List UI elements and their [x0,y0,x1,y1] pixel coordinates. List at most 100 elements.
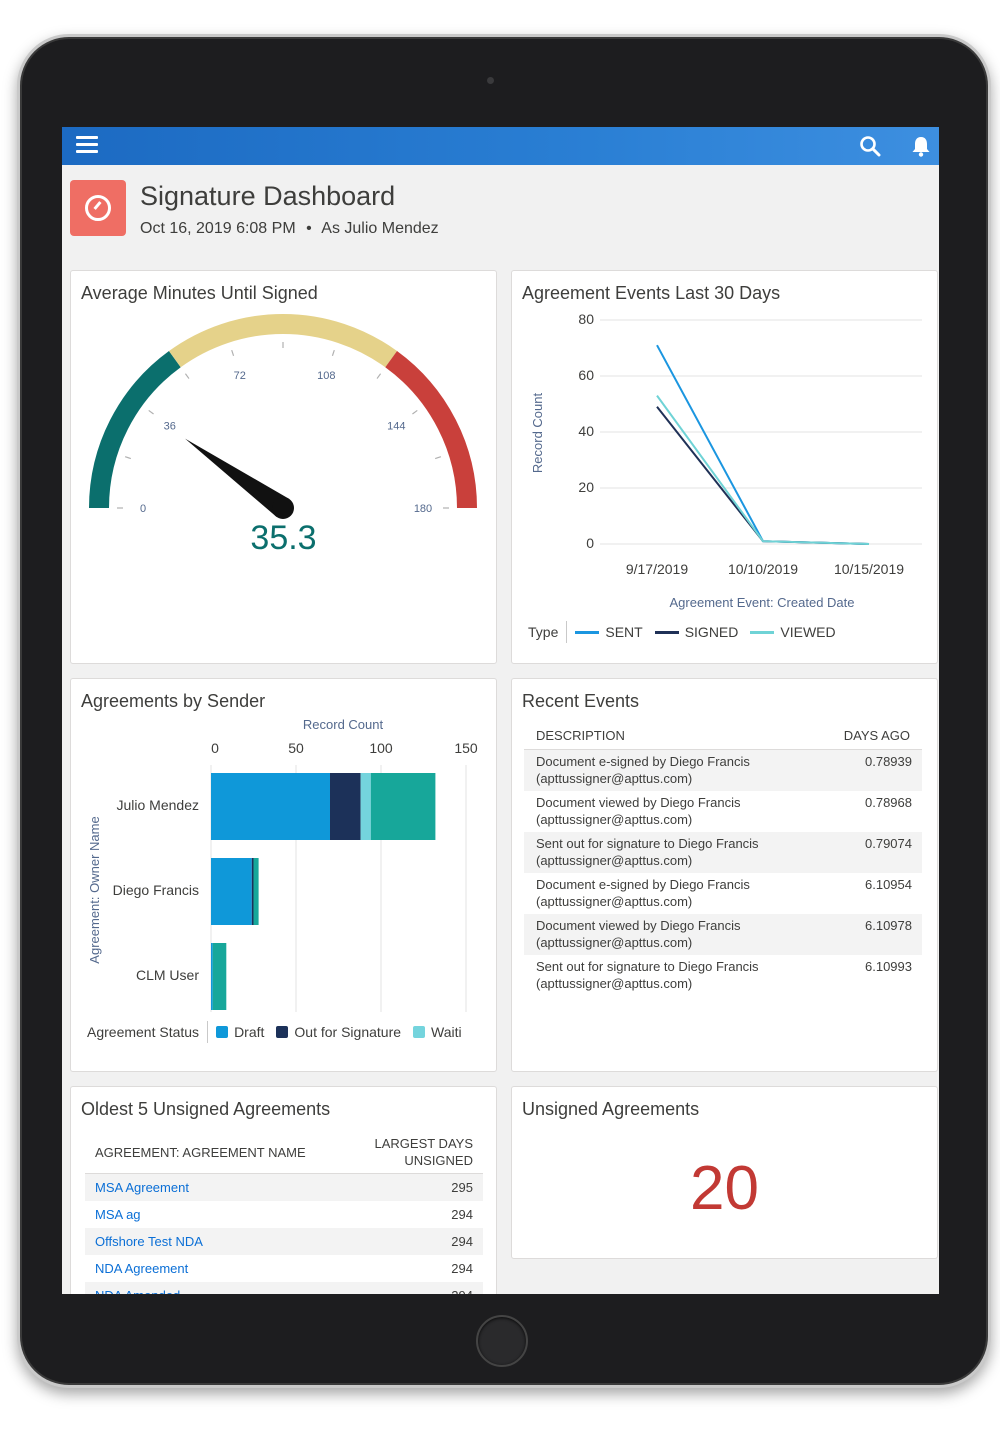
bell-icon[interactable] [909,134,933,158]
legend-title: Agreement Status [87,1024,200,1040]
legend-item-signed[interactable]: SIGNED [654,624,739,640]
recent-events-card[interactable]: Recent Events DESCRIPTION DAYS AGO Docum… [511,678,938,1072]
line-chart-card[interactable]: Agreement Events Last 30 Days 80 60 40 20 0 9… [511,270,938,664]
series-line-viewed [656,395,870,545]
event-description-line1: Document e-signed by Diego Francis [536,877,750,892]
menu-icon[interactable] [76,136,98,156]
series-line-sent [656,344,870,545]
x-axis-title: Record Count [303,717,384,732]
line-chart-title: Agreement Events Last 30 Days [522,283,781,303]
bar-segment [211,773,330,840]
unsigned-agreements-count: 20 [690,1154,759,1223]
table-row[interactable]: Document e-signed by Diego Francis (apttu… [524,749,922,791]
agreement-name-cell: MSA ag [85,1201,348,1228]
bar-segment [330,773,361,840]
category-label: CLM User [136,967,199,983]
gauge-card[interactable]: Average Minutes Until Signed 0 36 72 108 144… [70,270,497,664]
table-row[interactable]: Document e-signed by Diego Francis (apttu… [524,873,922,914]
gauge-tick-label: 72 [234,370,246,382]
agreement-name-cell: MSA Agreement [85,1173,348,1201]
dashboard-icon [70,180,126,236]
legend-item-draft[interactable]: Draft [216,1024,264,1040]
agreement-link[interactable]: NDA Agreement [95,1261,189,1276]
legend-label-waiting: Waiti [431,1024,462,1040]
table-row[interactable]: Sent out for signature to Diego Francis (… [524,832,922,873]
gauge-tick-label: 0 [140,503,146,515]
unsigned-agreements-card[interactable]: Unsigned Agreements 20 [511,1086,938,1259]
table-row[interactable]: Offshore Test NDA 294 [85,1228,483,1255]
legend-label-draft: Draft [234,1024,265,1040]
legend-item-waiting[interactable]: Waiti [413,1024,462,1040]
column-header-largest-days-line2: UNSIGNED [404,1153,473,1168]
largest-days-unsigned: 295 [347,1173,483,1201]
bar-segment [253,858,259,925]
legend-title: Type [528,624,559,640]
legend-label-viewed: VIEWED [780,624,836,640]
series-line-signed [656,406,870,545]
event-description: Document viewed by Diego Francis (apttuss… [524,791,815,832]
subtitle-separator: • [306,220,312,237]
table-row[interactable]: Document viewed by Diego Francis (apttuss… [524,914,922,955]
largest-days-unsigned: 294 [451,1207,473,1222]
column-header-description[interactable]: DESCRIPTION [524,721,815,750]
agreement-link[interactable]: MSA ag [95,1207,141,1222]
gauge-chart: 0 36 72 108 144 180 [89,314,477,519]
y-tick-label: 20 [578,479,594,495]
bar-segment [211,858,252,925]
agreement-name-cell: Offshore Test NDA [85,1228,348,1255]
agreement-name-cell: NDA Agreement [85,1255,348,1282]
page-title: Signature Dashboard [140,181,396,211]
x-tick-label: 50 [288,740,304,756]
event-days-ago: 0.79074 [814,832,922,873]
oldest-unsigned-card[interactable]: Oldest 5 Unsigned Agreements AGREEMENT: … [70,1086,497,1294]
bar-segment [212,943,227,1010]
event-description: Document e-signed by Diego Francis (apttu… [524,749,815,791]
top-nav-bar [62,127,939,165]
bar-chart-title: Agreements by Sender [81,691,266,711]
legend-label-signed: SIGNED [684,624,739,640]
bar-chart-card[interactable]: Agreements by Sender Record Count 0 50 100 1… [70,678,497,1072]
event-description: Sent out for signature to Diego Francis (… [524,832,815,873]
column-header-agreement-name[interactable]: AGREEMENT: AGREEMENT NAME [85,1131,348,1174]
table-row[interactable]: Document viewed by Diego Francis (apttuss… [524,791,922,832]
event-description-email: (apttussigner@apttus.com) [536,853,693,868]
line-chart: 80 60 40 20 0 9/17/2019 10/10/2019 10/15/2019 Ag… [530,311,922,610]
table-row[interactable]: NDA Amended 294 [85,1282,483,1294]
gauge-tick-mark [331,349,335,357]
table-row[interactable]: Sent out for signature to Diego Francis (… [524,955,922,996]
event-description: Document viewed by Diego Francis (apttuss… [524,914,815,955]
x-tick-label: 9/17/2019 [626,561,688,577]
largest-days-unsigned: 294 [347,1228,483,1255]
column-header-days-ago[interactable]: DAYS AGO [814,721,922,750]
column-header-largest-days[interactable]: LARGEST DAYS UNSIGNED [347,1131,483,1174]
home-button[interactable] [476,1315,528,1367]
event-description-line1: Document viewed by Diego Francis [536,795,741,810]
gauge-tick-mark [412,409,418,415]
page-subtitle: Oct 16, 2019 6:08 PM • As Julio Mendez [140,220,439,238]
bar-segment [370,773,436,840]
legend-label-out-for-signature: Out for Signature [294,1024,402,1040]
oldest-unsigned-table: AGREEMENT: AGREEMENT NAME LARGEST DAYS U… [85,1131,483,1294]
gauge-tick-mark [184,373,190,379]
legend-item-sent[interactable]: SENT [575,624,643,640]
event-description: Document e-signed by Diego Francis (apttu… [524,873,815,914]
y-axis-title: Record Count [530,393,545,474]
table-row[interactable]: MSA ag 294 [85,1201,483,1228]
gauge-band-mid [168,314,398,368]
table-row[interactable]: NDA Agreement 294 [85,1255,483,1282]
legend-item-out-for-signature[interactable]: Out for Signature [276,1024,401,1040]
table-row[interactable]: MSA Agreement 295 [85,1173,483,1201]
gauge-band-high [385,351,477,509]
legend-item-viewed[interactable]: VIEWED [750,624,836,640]
dashboard-date: Oct 16, 2019 6:08 PM [140,220,296,237]
x-tick-label: 10/15/2019 [834,561,904,577]
agreement-link[interactable]: NDA Amended [95,1288,180,1294]
event-description-email: (apttussigner@apttus.com) [536,771,693,786]
agreement-link[interactable]: Offshore Test NDA [95,1234,203,1249]
line-chart-legend: Type SENT SIGNED VIEWED [528,621,848,643]
recent-events-title: Recent Events [522,691,640,711]
y-tick-label: 40 [578,423,594,439]
search-icon[interactable] [859,135,881,157]
agreement-link[interactable]: MSA Agreement [95,1180,189,1195]
event-description-email: (apttussigner@apttus.com) [536,976,693,991]
